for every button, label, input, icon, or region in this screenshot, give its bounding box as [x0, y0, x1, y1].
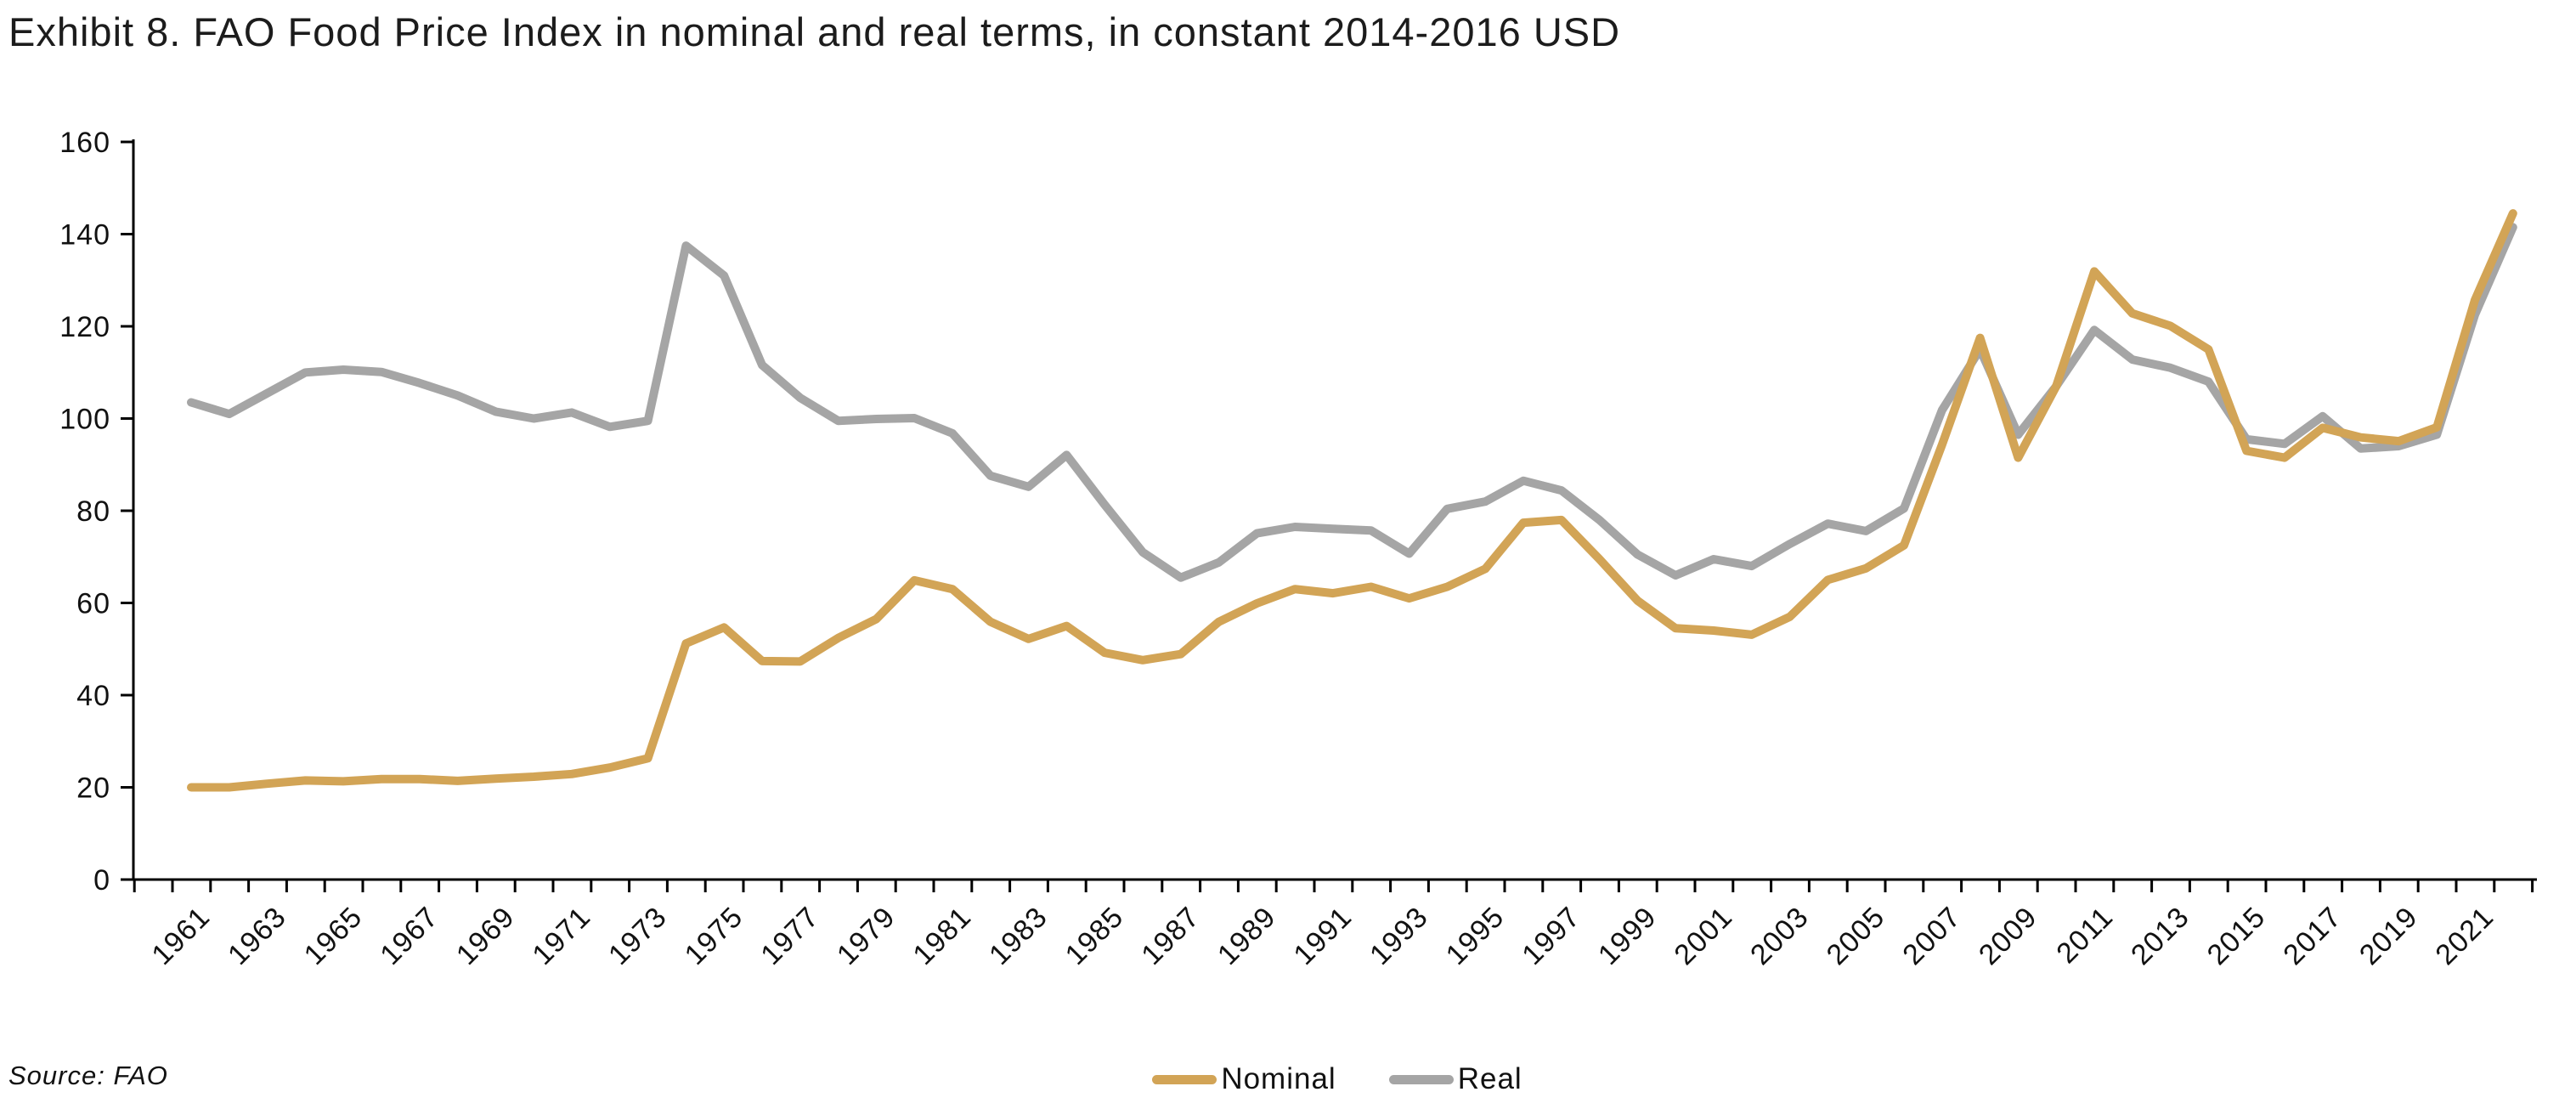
- x-tick-label: 1997: [1516, 901, 1586, 971]
- chart-legend: Nominal Real: [49, 1062, 2576, 1096]
- y-tick-label: 60: [76, 588, 110, 620]
- x-tick-label: 1979: [831, 901, 901, 971]
- x-tick-label: 1987: [1135, 901, 1206, 971]
- x-tick-label: 2021: [2429, 901, 2500, 971]
- x-tick-label: 1977: [754, 901, 825, 971]
- y-tick-label: 20: [76, 772, 110, 805]
- x-ticks: [133, 880, 2534, 892]
- x-tick-label: 1999: [1592, 901, 1663, 971]
- x-tick-label: 1971: [526, 901, 596, 971]
- nominal-line-swatch-icon: [1152, 1074, 1217, 1084]
- real-line-swatch-icon: [1388, 1074, 1454, 1084]
- x-tick-label: 2017: [2277, 901, 2347, 971]
- x-tick-label: 2007: [1896, 901, 1967, 971]
- y-tick-label: 140: [59, 219, 110, 252]
- x-tick-label: 1991: [1287, 901, 1358, 971]
- legend-item-nominal: Nominal: [1152, 1062, 1336, 1096]
- x-tick-label: 2003: [1744, 901, 1815, 971]
- x-tick-label: 1965: [298, 901, 369, 971]
- x-tick-label: 1985: [1059, 901, 1130, 971]
- real-line: [187, 223, 2517, 582]
- x-tick-label: 1975: [679, 901, 749, 971]
- nominal-line: [187, 209, 2517, 792]
- y-ticks: 0 20 40 60 80 100 120 140 160: [59, 127, 133, 897]
- x-tick-label: 1993: [1364, 901, 1434, 971]
- y-tick-label: 100: [59, 404, 110, 436]
- x-tick-label: 1981: [907, 901, 977, 971]
- x-tick-label: 1967: [374, 901, 444, 971]
- y-tick-label: 120: [59, 311, 110, 343]
- x-tick-label: 2019: [2353, 901, 2424, 971]
- chart-title: Exhibit 8. FAO Food Price Index in nomin…: [8, 9, 1621, 54]
- legend-item-real: Real: [1388, 1062, 1522, 1096]
- x-tick-label: 1969: [450, 901, 521, 971]
- y-tick-label: 0: [93, 864, 110, 897]
- x-tick-label: 1995: [1440, 901, 1511, 971]
- y-tick-label: 160: [59, 127, 110, 159]
- y-tick-label: 40: [76, 680, 110, 712]
- x-tick-label: 2015: [2201, 901, 2272, 971]
- x-tick-label: 1989: [1212, 901, 1282, 971]
- x-tick-label: 2005: [1821, 901, 1891, 971]
- x-tick-label: 2013: [2125, 901, 2195, 971]
- legend-label-real: Real: [1457, 1062, 1522, 1095]
- x-tick-label: 1973: [602, 901, 673, 971]
- x-tick-label: 1961: [145, 901, 216, 971]
- y-tick-label: 80: [76, 495, 110, 528]
- x-tick-labels: 1961 1963 1965 1967 1969 1971 1973 1975 1977 1979…: [145, 901, 2500, 971]
- x-tick-label: 2011: [2050, 901, 2119, 970]
- source-note: Source: FAO: [8, 1061, 168, 1090]
- x-tick-label: 1983: [983, 901, 1054, 971]
- x-tick-label: 2009: [1973, 901, 2043, 971]
- legend-label-nominal: Nominal: [1221, 1062, 1336, 1095]
- x-tick-label: 2001: [1668, 901, 1738, 971]
- x-tick-label: 1963: [222, 901, 292, 971]
